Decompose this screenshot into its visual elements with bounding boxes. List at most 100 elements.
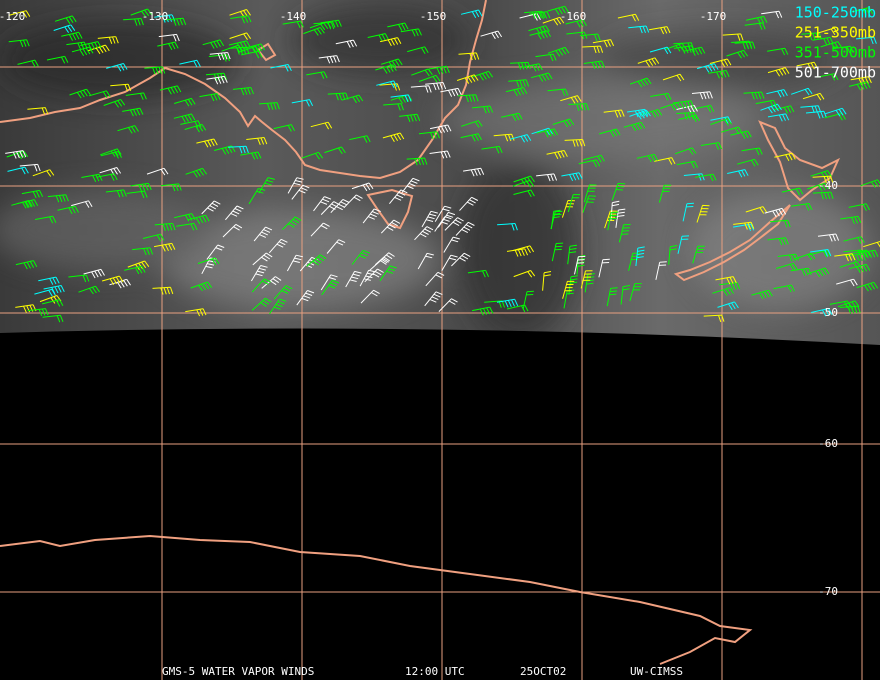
wind-barb — [855, 36, 877, 45]
wind-barb — [196, 138, 218, 148]
wind-barb — [165, 17, 187, 26]
wind-barb — [668, 245, 678, 265]
wind-barb — [214, 145, 236, 155]
wind-barb — [176, 222, 198, 231]
wind-barb — [767, 237, 789, 246]
wind-barb — [122, 107, 144, 117]
wind-barb — [199, 93, 221, 102]
wind-barb — [400, 28, 422, 37]
wind-barb — [197, 257, 220, 266]
wind-barb — [843, 249, 865, 257]
wind-barb — [692, 245, 705, 264]
footer-text: 25OCT02 — [520, 665, 566, 678]
wind-barb — [574, 255, 586, 275]
wind-barb — [733, 223, 755, 232]
wind-barb — [730, 130, 752, 139]
latitude-label: -60 — [818, 437, 838, 450]
wind-barb — [380, 219, 401, 234]
longitude-label: -170 — [700, 10, 727, 23]
wind-barb — [547, 5, 569, 16]
wind-barb — [15, 260, 38, 270]
wind-barb — [78, 285, 100, 295]
wind-barb — [829, 300, 852, 309]
wind-barb — [844, 253, 866, 262]
wind-barb — [144, 66, 166, 75]
wind-barb — [351, 182, 374, 192]
wind-barb — [318, 55, 340, 64]
wind-barb — [683, 173, 705, 181]
wind-barb — [696, 63, 719, 73]
wind-barb — [359, 269, 376, 287]
wind-barb — [154, 14, 176, 23]
wind-barb — [676, 104, 698, 114]
wind-barb — [848, 263, 871, 274]
wind-barb — [35, 215, 57, 224]
wind-barb — [583, 184, 597, 203]
wind-barb — [568, 103, 590, 111]
wind-barb — [461, 120, 483, 128]
wind-barb — [458, 52, 480, 61]
wind-barb — [807, 182, 829, 192]
wind-barb — [817, 233, 840, 242]
wind-barb — [379, 265, 397, 282]
wind-barb — [330, 198, 350, 214]
wind-barb — [629, 283, 642, 302]
latitude-label: -70 — [818, 585, 838, 598]
wind-barb — [434, 216, 452, 232]
wind-barb — [552, 118, 575, 128]
wind-barb — [206, 244, 225, 260]
wind-barb — [521, 63, 543, 72]
legend-entry: 150-250mb — [795, 4, 876, 22]
wind-barb — [47, 194, 69, 203]
wind-barb — [664, 42, 687, 52]
wind-barb — [43, 285, 65, 294]
wind-barb — [71, 200, 93, 208]
wind-barb — [598, 258, 610, 278]
wind-barb — [110, 83, 132, 92]
wind-barb — [287, 177, 304, 194]
wind-barb — [417, 252, 434, 270]
wind-barb — [766, 89, 788, 98]
wind-barb — [414, 226, 434, 241]
wind-barb — [561, 172, 583, 182]
wind-barb — [152, 286, 174, 295]
wind-barb — [508, 79, 530, 88]
wind-barb — [180, 120, 202, 128]
wind-barb — [810, 170, 832, 179]
wind-barb — [682, 202, 694, 222]
wind-barb — [849, 81, 871, 91]
wind-barb — [42, 314, 64, 323]
wind-barb — [722, 33, 744, 41]
wind-barb — [252, 252, 273, 266]
wind-barb — [142, 233, 165, 242]
wind-barb — [130, 8, 153, 18]
wind-barb — [324, 146, 346, 155]
wind-barb — [743, 91, 765, 100]
wind-barb — [512, 245, 535, 254]
wind-barb — [530, 72, 553, 82]
wind-barb — [674, 147, 697, 155]
wind-barb — [726, 49, 749, 59]
wind-barb — [379, 83, 401, 91]
wind-barb — [34, 288, 56, 297]
wind-barb — [376, 80, 398, 89]
wind-barb — [565, 19, 587, 28]
wind-barb — [580, 270, 593, 289]
wind-barb — [345, 270, 362, 288]
wind-barb — [251, 278, 271, 293]
wind-barb — [455, 221, 475, 236]
wind-barb — [810, 308, 833, 317]
wind-barb — [310, 222, 330, 237]
legend-entry: 501-700mb — [795, 64, 876, 82]
wind-barb — [154, 242, 176, 252]
wind-barb — [38, 276, 60, 285]
wind-barb — [793, 252, 816, 261]
wind-barb — [232, 87, 254, 96]
wind-barb — [286, 254, 304, 272]
wind-barb — [269, 298, 287, 315]
wind-barb — [755, 99, 778, 108]
wind-barb — [125, 92, 147, 100]
wind-barb — [375, 64, 397, 74]
wind-barb — [240, 151, 262, 160]
wind-barb — [16, 199, 39, 209]
